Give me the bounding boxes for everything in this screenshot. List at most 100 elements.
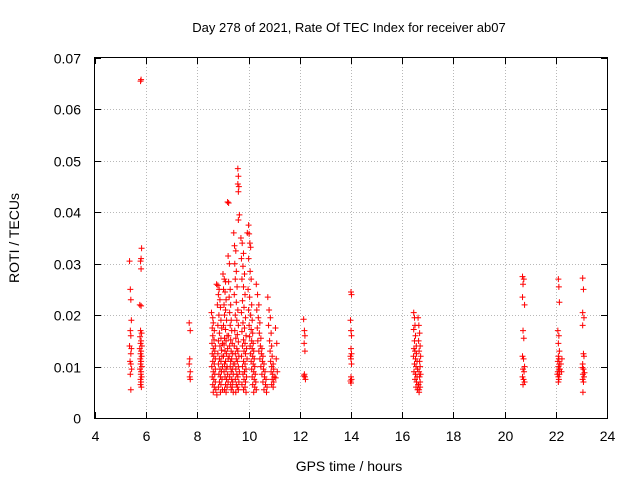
data-point: [221, 312, 228, 319]
data-point: [127, 332, 134, 339]
plus-marker: [127, 386, 134, 393]
plus-marker: [232, 350, 239, 357]
data-point: [238, 381, 245, 388]
data-point: [245, 255, 252, 262]
data-point: [236, 211, 243, 218]
data-point: [215, 291, 222, 298]
data-point: [417, 384, 424, 391]
plus-marker: [221, 368, 228, 375]
plus-marker: [555, 276, 562, 283]
data-point: [214, 301, 221, 308]
plus-marker: [138, 373, 145, 380]
plus-marker: [416, 330, 423, 337]
data-point: [555, 332, 562, 339]
data-point: [347, 317, 354, 324]
plus-marker: [127, 327, 134, 334]
data-point: [246, 230, 253, 237]
data-point: [579, 389, 586, 396]
plus-marker: [247, 244, 254, 251]
plus-marker: [137, 381, 144, 388]
data-point: [227, 322, 234, 329]
plus-marker: [138, 330, 145, 337]
data-point: [231, 327, 238, 334]
data-point: [348, 380, 354, 387]
plus-marker: [138, 302, 145, 309]
x-tick-label: 4: [92, 428, 100, 444]
plus-marker: [248, 326, 255, 333]
plus-marker: [231, 260, 238, 267]
plus-marker: [241, 271, 248, 277]
plus-marker: [223, 296, 230, 303]
data-point: [227, 286, 234, 293]
plus-marker: [260, 361, 267, 367]
data-point: [555, 283, 562, 290]
plus-marker: [226, 353, 233, 360]
plus-marker: [256, 319, 263, 326]
plus-marker: [302, 376, 309, 383]
data-point: [245, 286, 252, 293]
plus-marker: [264, 384, 271, 391]
data-point: [127, 327, 134, 334]
data-point: [234, 165, 241, 172]
plus-marker: [245, 222, 252, 229]
plus-marker: [212, 386, 219, 393]
data-point: [137, 258, 144, 265]
plus-marker: [243, 345, 250, 352]
plus-marker: [254, 325, 261, 331]
data-point: [579, 322, 586, 329]
plus-marker: [255, 314, 262, 321]
plus-marker: [209, 314, 216, 321]
plus-marker: [138, 255, 145, 262]
data-point: [233, 371, 240, 378]
data-point: [210, 389, 217, 396]
data-point: [231, 361, 238, 367]
plus-marker: [416, 373, 423, 380]
data-point: [234, 373, 241, 380]
data-point: [247, 268, 254, 275]
data-point: [251, 363, 258, 370]
plus-marker: [558, 355, 565, 362]
data-point: [214, 322, 221, 329]
plus-marker: [237, 235, 244, 241]
plus-marker: [223, 389, 230, 396]
data-point: [233, 355, 240, 362]
y-tick-label: 0: [73, 411, 81, 427]
data-point: [580, 353, 587, 360]
data-point: [240, 283, 247, 290]
data-point: [233, 299, 240, 306]
data-point: [416, 348, 423, 355]
data-point: [273, 355, 280, 362]
plus-marker: [186, 355, 193, 362]
data-point: [137, 333, 144, 340]
plus-marker: [187, 376, 194, 383]
data-point: [127, 286, 134, 293]
data-point: [238, 328, 245, 335]
plus-marker: [255, 301, 262, 308]
data-point: [266, 307, 273, 313]
data-point: [240, 304, 247, 311]
data-point: [127, 350, 134, 357]
data-point: [247, 312, 254, 319]
plus-marker: [127, 350, 134, 357]
plus-marker: [253, 307, 260, 313]
data-point: [231, 291, 238, 298]
data-point: [348, 289, 354, 295]
plus-marker: [232, 276, 239, 283]
data-point: [239, 240, 246, 247]
plus-marker: [520, 376, 527, 383]
plus-marker: [215, 384, 222, 391]
plus-marker: [267, 314, 274, 321]
data-point: [580, 286, 587, 293]
plus-marker: [137, 371, 144, 378]
data-point: [410, 309, 417, 316]
data-point: [417, 353, 424, 360]
plus-marker: [555, 283, 562, 290]
data-point: [186, 373, 193, 380]
data-point: [137, 371, 144, 378]
data-point: [348, 373, 354, 380]
plus-marker: [138, 265, 145, 272]
plus-marker: [300, 372, 307, 379]
data-point: [126, 258, 133, 265]
plus-marker: [246, 294, 253, 301]
